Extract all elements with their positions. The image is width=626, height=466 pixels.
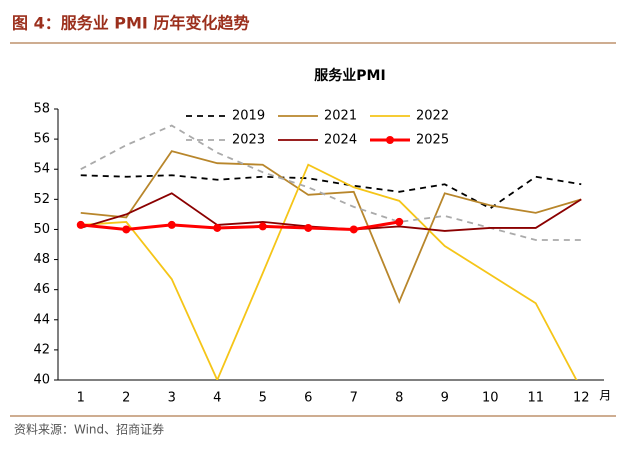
x-unit: 月 xyxy=(599,389,611,403)
source: 资料来源：Wind、招商证券 xyxy=(14,422,164,437)
x-tick-label: 11 xyxy=(527,391,544,406)
y-tick-label: 50 xyxy=(33,222,50,237)
y-tick-label: 54 xyxy=(33,162,50,177)
x-tick-label: 1 xyxy=(77,391,85,406)
x-tick-label: 2 xyxy=(122,391,130,406)
legend-marker xyxy=(386,136,394,144)
legend-label: 2022 xyxy=(416,109,449,124)
x-tick-label: 8 xyxy=(395,391,403,406)
y-tick-label: 44 xyxy=(33,312,50,327)
y-tick-label: 40 xyxy=(33,373,50,388)
x-tick-label: 3 xyxy=(168,391,176,406)
point xyxy=(395,217,404,226)
point xyxy=(213,223,222,232)
y-tick-label: 46 xyxy=(33,282,50,297)
legend-label: 2019 xyxy=(232,109,265,124)
y-tick-label: 48 xyxy=(33,252,50,267)
line xyxy=(80,220,400,231)
y-tick-label: 58 xyxy=(33,102,50,117)
point xyxy=(349,225,358,234)
point xyxy=(304,223,313,232)
legend-label: 2023 xyxy=(232,133,265,148)
x-tick-label: 6 xyxy=(304,391,312,406)
y-tick-label: 56 xyxy=(33,132,50,147)
figure-title: 图 4：服务业 PMI 历年变化趋势 xyxy=(12,14,249,33)
point xyxy=(258,222,267,231)
x-tick-label: 4 xyxy=(213,391,221,406)
legend-label: 2025 xyxy=(416,133,449,148)
point xyxy=(76,220,85,229)
line xyxy=(80,150,582,305)
line xyxy=(80,163,578,380)
x-tick-label: 7 xyxy=(350,391,358,406)
legend-label: 2024 xyxy=(324,133,357,148)
point xyxy=(167,220,176,229)
point xyxy=(122,225,131,234)
line xyxy=(80,124,582,241)
chart-title: 服务业PMI xyxy=(314,67,385,84)
x-tick-label: 12 xyxy=(573,391,590,406)
x-tick-label: 5 xyxy=(259,391,267,406)
x-tick-label: 10 xyxy=(482,391,499,406)
series-layer xyxy=(76,124,582,380)
x-tick-label: 9 xyxy=(441,391,449,406)
y-tick-label: 42 xyxy=(33,342,50,357)
line xyxy=(80,174,582,210)
legend-label: 2021 xyxy=(324,109,357,124)
y-tick-label: 52 xyxy=(33,192,50,207)
